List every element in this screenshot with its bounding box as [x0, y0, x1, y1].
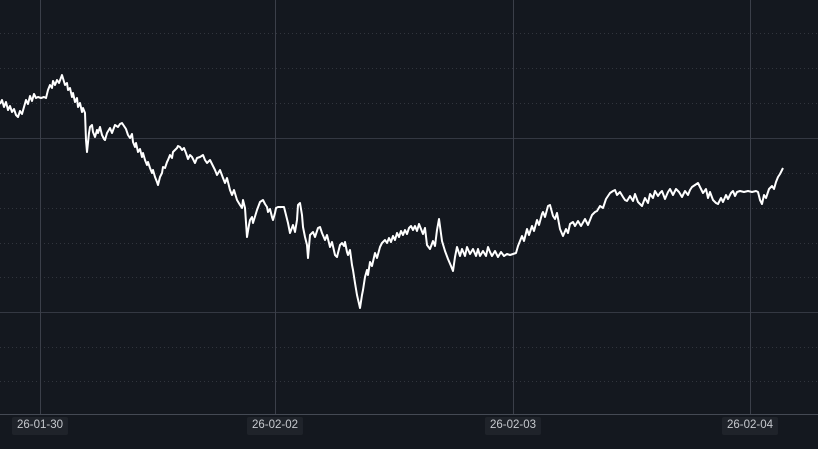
- x-axis-label: 26-02-03: [484, 417, 542, 435]
- x-axis[interactable]: 26-01-30 26-02-02 26-02-03 26-02-04: [0, 415, 818, 449]
- x-axis-label: 26-02-04: [721, 417, 779, 435]
- x-axis-label: 26-01-30: [11, 417, 69, 435]
- x-axis-label: 26-02-02: [246, 417, 304, 435]
